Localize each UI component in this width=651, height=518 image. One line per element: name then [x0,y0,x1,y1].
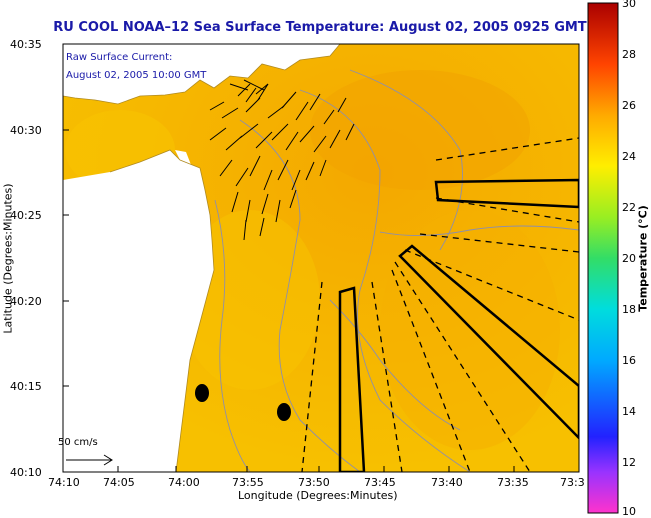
x-tick-label: 74:10 [48,476,80,489]
x-ticks [62,43,515,473]
x-tick-label: 73:55 [232,476,264,489]
mooring-marker [277,403,291,421]
x-tick-label: 73:3 [560,476,585,489]
x-axis-label: Longitude (Degrees:Minutes) [238,489,398,502]
y-tick-label: 40:25 [10,209,42,222]
colorbar-tick: 10 [622,505,636,518]
y-tick-label: 40:10 [10,466,42,479]
land-new-york [63,44,340,104]
colorbar-tick: 12 [622,456,636,469]
current-vectors [209,79,355,241]
colorbar-tick: 18 [622,303,636,316]
colorbar-tick: 30 [622,0,636,10]
colorbar-tick: 24 [622,150,636,163]
bathymetry-contours [214,69,579,472]
colorbar-tick: 26 [622,99,636,112]
y-tick-label: 40:30 [10,124,42,137]
current-legend-time: August 02, 2005 10:00 GMT [66,70,207,81]
colorbar-label: Temperature (°C) [636,205,650,312]
x-tick-label: 73:40 [431,476,463,489]
scale-label: 50 cm/s [58,437,98,448]
x-tick-label: 73:45 [364,476,396,489]
colorbar-tick: 28 [622,48,636,61]
map-title: RU COOL NOAA–12 Sea Surface Temperature:… [53,20,587,35]
x-tick-label: 74:00 [168,476,200,489]
x-tick-label: 73:50 [298,476,330,489]
colorbar-tick: 20 [622,252,636,265]
study-boxes [338,178,579,472]
plot-frame [62,43,580,473]
y-tick-label: 40:20 [10,295,42,308]
colorbar-tick: 16 [622,354,636,367]
land-sandy-hook [175,150,200,205]
mooring-marker [195,384,209,402]
colorbar-tick: 22 [622,201,636,214]
current-legend-label: Raw Surface Current: [66,52,173,63]
y-tick-label: 40:15 [10,380,42,393]
scale-arrow [66,454,113,466]
colorbar-tick: 14 [622,405,636,418]
land-new-jersey [63,150,214,472]
y-axis-label: Latitude (Degrees:Minutes) [1,183,15,334]
y-tick-label: 40:35 [10,38,42,51]
x-tick-label: 73:35 [497,476,529,489]
colorbar [587,2,619,514]
x-tick-label: 74:05 [103,476,135,489]
map-area [63,44,579,472]
